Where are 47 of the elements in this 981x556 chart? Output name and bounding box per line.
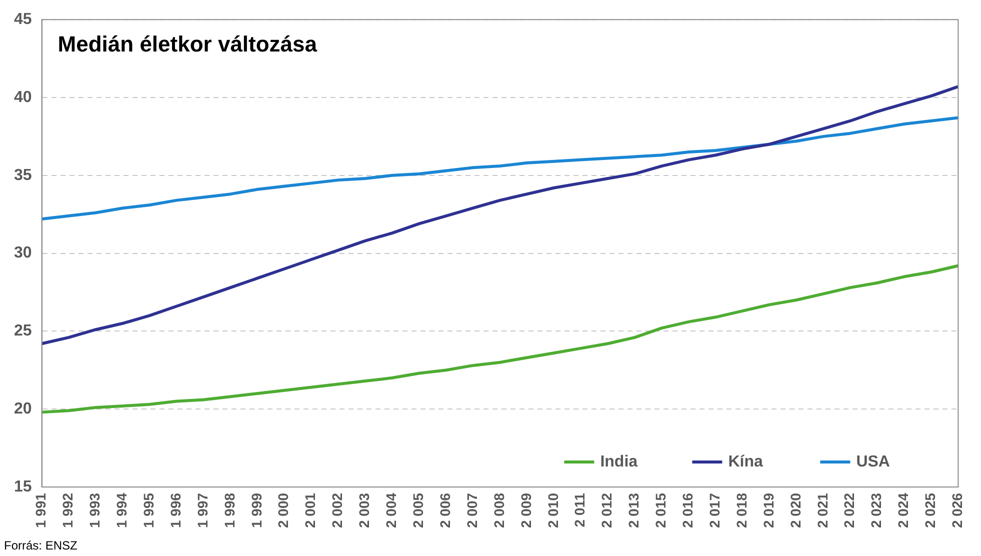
legend-label: USA: [856, 453, 890, 470]
x-tick-label: 1 995: [140, 492, 156, 528]
x-tick-label: 2 002: [329, 492, 346, 528]
x-tick-label: 2 025: [922, 492, 938, 528]
y-tick-label: 25: [14, 322, 32, 340]
x-tick-label: 1 992: [60, 492, 76, 528]
x-tick-label: 2 026: [949, 492, 966, 528]
x-tick-label: 2 018: [733, 492, 750, 528]
x-tick-label: 2 022: [841, 492, 858, 528]
x-tick-label: 2 001: [302, 492, 318, 528]
x-tick-label: 2 007: [464, 492, 480, 528]
x-tick-label: 2 011: [572, 492, 588, 528]
x-tick-label: 2 009: [518, 492, 534, 528]
y-tick-label: 45: [14, 11, 32, 28]
x-tick-label: 2 004: [383, 492, 400, 528]
x-tick-label: 2 015: [652, 492, 669, 528]
x-tick-label: 1 991: [32, 492, 49, 528]
x-tick-label: 2 024: [895, 492, 912, 528]
y-tick-label: 30: [14, 244, 32, 262]
x-tick-label: 2 016: [680, 492, 696, 528]
x-tick-label: 1 994: [114, 492, 130, 528]
legend-label: India: [600, 453, 638, 470]
x-tick-label: 2 008: [490, 492, 507, 528]
y-tick-label: 15: [14, 478, 32, 496]
x-tick-label: 2 021: [814, 492, 830, 528]
legend-label: Kína: [728, 453, 763, 470]
x-tick-label: 2 019: [760, 492, 776, 528]
x-tick-label: 2 012: [598, 492, 615, 528]
x-tick-label: 1 993: [86, 492, 103, 528]
x-tick-label: 1 999: [248, 492, 264, 528]
x-tick-label: 2 010: [544, 492, 561, 528]
x-tick-label: 2 005: [410, 492, 426, 528]
text: Medián életkor változása: [58, 32, 318, 57]
y-tick-label: 20: [14, 400, 32, 418]
x-tick-label: 2 020: [787, 492, 804, 528]
x-tick-label: 2 000: [275, 492, 292, 528]
x-tick-label: 2 006: [436, 492, 453, 528]
x-tick-label: 2 017: [706, 492, 722, 528]
x-tick-label: 2 003: [356, 492, 372, 528]
y-tick-label: 40: [14, 88, 32, 106]
x-tick-label: 1 996: [167, 492, 184, 528]
x-tick-label: 2 023: [868, 492, 884, 528]
x-tick-label: 2 013: [626, 492, 642, 528]
y-tick-label: 35: [14, 166, 32, 184]
x-tick-label: 1 998: [221, 492, 238, 528]
x-tick-label: 1 997: [194, 492, 210, 528]
text: Forrás: ENSZ: [4, 538, 78, 552]
